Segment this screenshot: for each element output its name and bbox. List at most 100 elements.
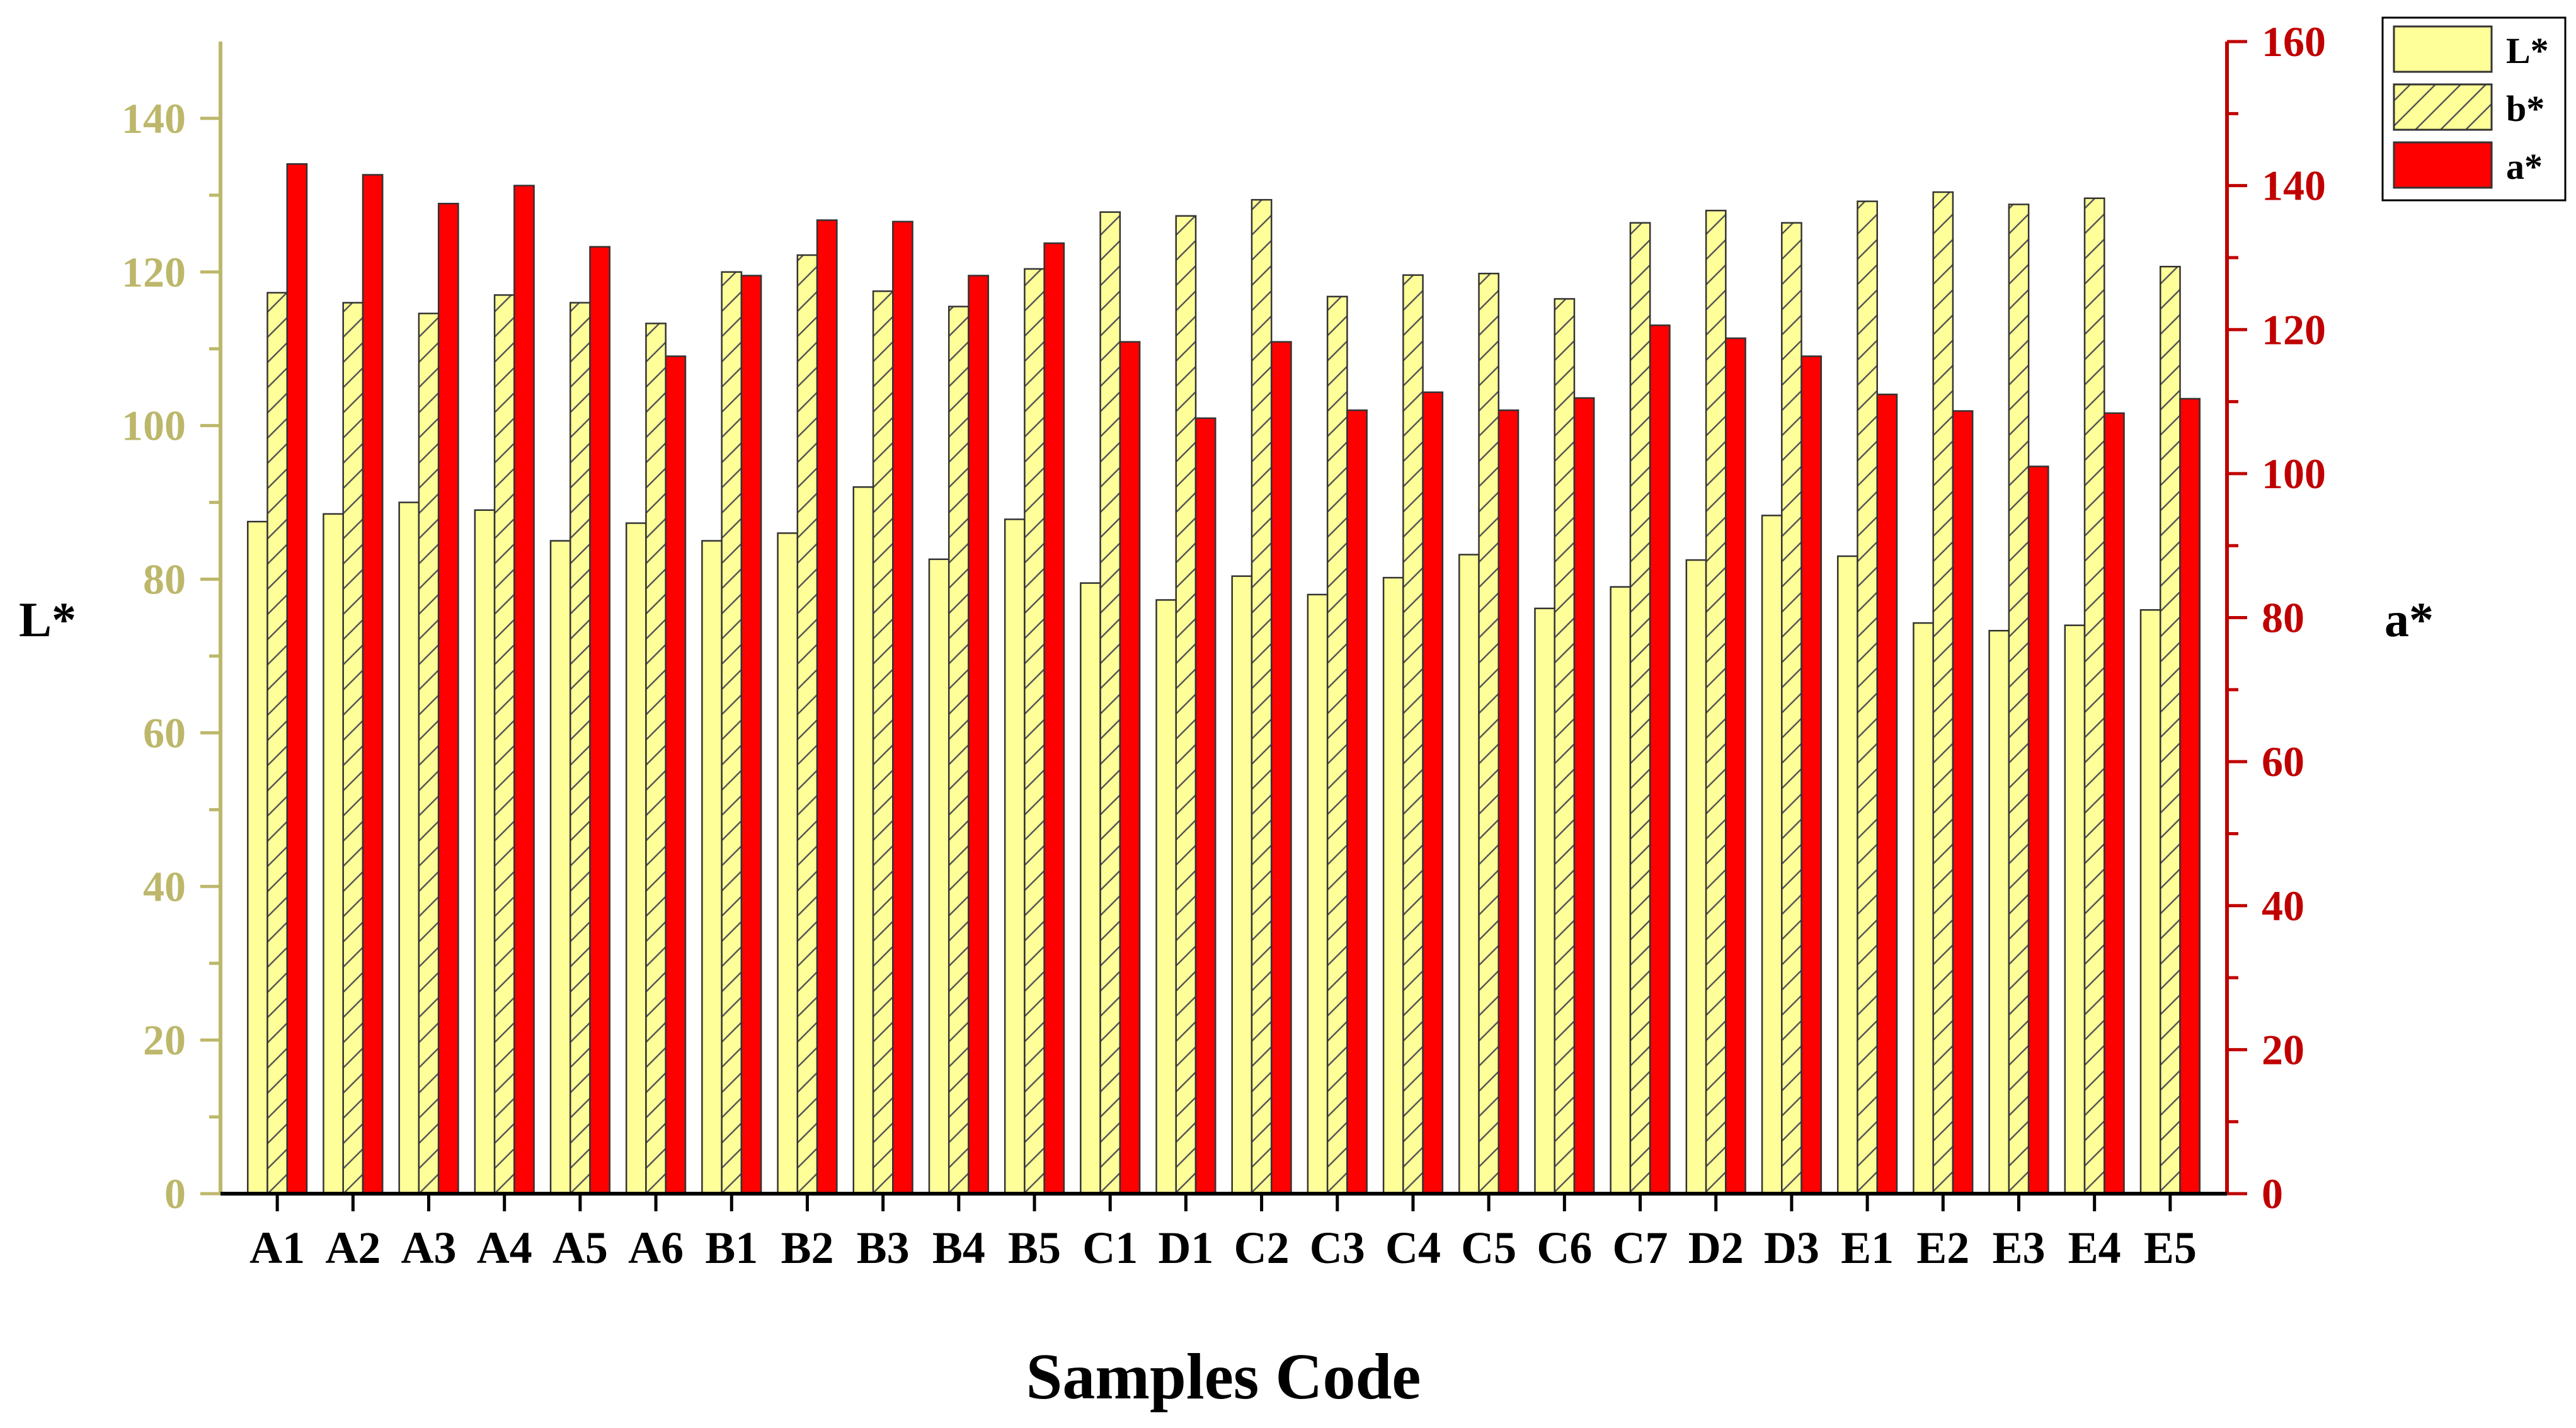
bar-a-E5 xyxy=(2179,397,2201,1195)
bar-b-B2 xyxy=(796,254,818,1195)
x-tick-label: A2 xyxy=(325,1223,381,1273)
legend-swatch-b xyxy=(2393,83,2493,131)
bar-l-B2 xyxy=(777,532,799,1195)
bar-a-B2 xyxy=(816,219,838,1195)
bar-l-A5 xyxy=(549,540,571,1195)
right-tick-label: 160 xyxy=(2262,18,2326,66)
bar-b-A2 xyxy=(342,302,364,1195)
x-tick-label: A6 xyxy=(628,1223,684,1273)
left-y-axis: 0 20 40 60 80 100 120 140 xyxy=(122,42,222,1218)
bar-a-C6 xyxy=(1573,397,1595,1195)
bar-b-D3 xyxy=(1781,222,1802,1195)
bar-l-E2 xyxy=(1913,622,1934,1195)
x-tick-label: D1 xyxy=(1158,1223,1213,1273)
bar-l-C3 xyxy=(1307,593,1329,1195)
bar-b-A6 xyxy=(645,323,667,1195)
bar-b-C1 xyxy=(1099,211,1121,1195)
bar-a-A2 xyxy=(362,174,384,1195)
x-tick-label: E2 xyxy=(1916,1223,1969,1273)
left-tick-label: 40 xyxy=(143,862,186,910)
bar-l-A3 xyxy=(398,501,420,1195)
left-tick-label: 20 xyxy=(143,1016,186,1064)
bar-b-C7 xyxy=(1629,222,1651,1195)
x-tick-label: D2 xyxy=(1688,1223,1744,1273)
legend-label-a: a* xyxy=(2506,146,2543,187)
left-tick-label: 60 xyxy=(143,709,186,757)
x-tick-label: A3 xyxy=(401,1223,457,1273)
bar-l-D2 xyxy=(1685,559,1707,1195)
bar-l-C7 xyxy=(1610,586,1632,1195)
x-tick-label: C4 xyxy=(1385,1223,1441,1273)
bar-b-E4 xyxy=(2083,197,2105,1195)
bar-b-C4 xyxy=(1402,274,1424,1195)
left-tick-label: 100 xyxy=(122,402,186,450)
bar-l-C6 xyxy=(1534,607,1555,1195)
bar-b-B1 xyxy=(721,271,743,1195)
bar-a-C4 xyxy=(1422,391,1444,1195)
bar-l-B5 xyxy=(1004,518,1026,1195)
bar-l-E1 xyxy=(1836,555,1858,1195)
bar-b-E2 xyxy=(1932,191,1954,1195)
bar-b-E5 xyxy=(2159,266,2181,1195)
bar-b-D1 xyxy=(1175,215,1197,1195)
bar-a-B1 xyxy=(740,275,762,1195)
x-tick-label: B4 xyxy=(932,1223,985,1273)
right-axis-title: a* xyxy=(2384,592,2434,647)
bar-l-B3 xyxy=(852,486,874,1195)
right-y-axis: 0 20 40 60 80 100 120 140 160 xyxy=(2225,18,2326,1218)
bar-l-C4 xyxy=(1382,576,1404,1195)
bar-a-C2 xyxy=(1270,341,1292,1195)
legend-swatch-a xyxy=(2393,141,2493,189)
left-tick-label: 140 xyxy=(122,94,186,142)
bar-l-A1 xyxy=(247,520,268,1195)
bar-a-E4 xyxy=(2104,412,2125,1195)
bar-a-B3 xyxy=(892,220,913,1195)
left-tick-label: 120 xyxy=(122,248,186,296)
right-tick-label: 20 xyxy=(2262,1025,2304,1073)
x-tick-label: A1 xyxy=(249,1223,305,1273)
bar-b-D2 xyxy=(1705,210,1727,1195)
bar-l-C2 xyxy=(1231,575,1253,1195)
left-axis-title: L* xyxy=(19,592,76,647)
x-tick-label: E1 xyxy=(1841,1223,1894,1273)
legend-swatch-l xyxy=(2393,25,2493,73)
bar-b-A1 xyxy=(266,292,289,1195)
bar-b-B4 xyxy=(947,306,970,1195)
bar-b-B3 xyxy=(872,290,894,1195)
bar-l-E5 xyxy=(2139,609,2161,1195)
bar-a-A1 xyxy=(286,163,308,1195)
bar-l-C1 xyxy=(1080,582,1101,1195)
bar-l-E4 xyxy=(2064,624,2086,1195)
bars-group xyxy=(247,163,2201,1195)
x-tick-label: E4 xyxy=(2068,1223,2121,1273)
bar-b-C2 xyxy=(1251,198,1273,1195)
left-tick-label: 80 xyxy=(143,556,186,603)
bar-l-D1 xyxy=(1155,599,1177,1195)
bar-a-A5 xyxy=(589,246,611,1195)
right-tick-label: 120 xyxy=(2262,306,2326,353)
x-tick-label: B3 xyxy=(857,1223,910,1273)
right-tick-label: 140 xyxy=(2262,162,2326,210)
bar-b-E3 xyxy=(2008,203,2030,1195)
x-tick-label: B1 xyxy=(705,1223,758,1273)
bar-b-B5 xyxy=(1024,268,1045,1195)
bar-a-A3 xyxy=(437,202,459,1195)
bar-a-C1 xyxy=(1119,341,1141,1195)
right-tick-label: 40 xyxy=(2262,882,2304,930)
x-tick-label: C2 xyxy=(1234,1223,1290,1273)
bar-a-B4 xyxy=(968,275,989,1195)
bar-b-A3 xyxy=(418,312,440,1195)
x-tick-label: D3 xyxy=(1764,1223,1819,1273)
bar-l-A6 xyxy=(625,522,647,1195)
bar-l-C5 xyxy=(1458,554,1480,1195)
bar-a-A6 xyxy=(665,355,687,1195)
x-tick-label: B2 xyxy=(781,1223,833,1273)
legend-label-l: L* xyxy=(2506,30,2549,71)
bar-a-D3 xyxy=(1800,355,1823,1195)
bar-a-E3 xyxy=(2027,466,2049,1195)
x-tick-label: C3 xyxy=(1310,1223,1365,1273)
x-tick-label: A5 xyxy=(552,1223,608,1273)
x-tick-label: C5 xyxy=(1461,1223,1516,1273)
right-tick-label: 100 xyxy=(2262,450,2326,498)
